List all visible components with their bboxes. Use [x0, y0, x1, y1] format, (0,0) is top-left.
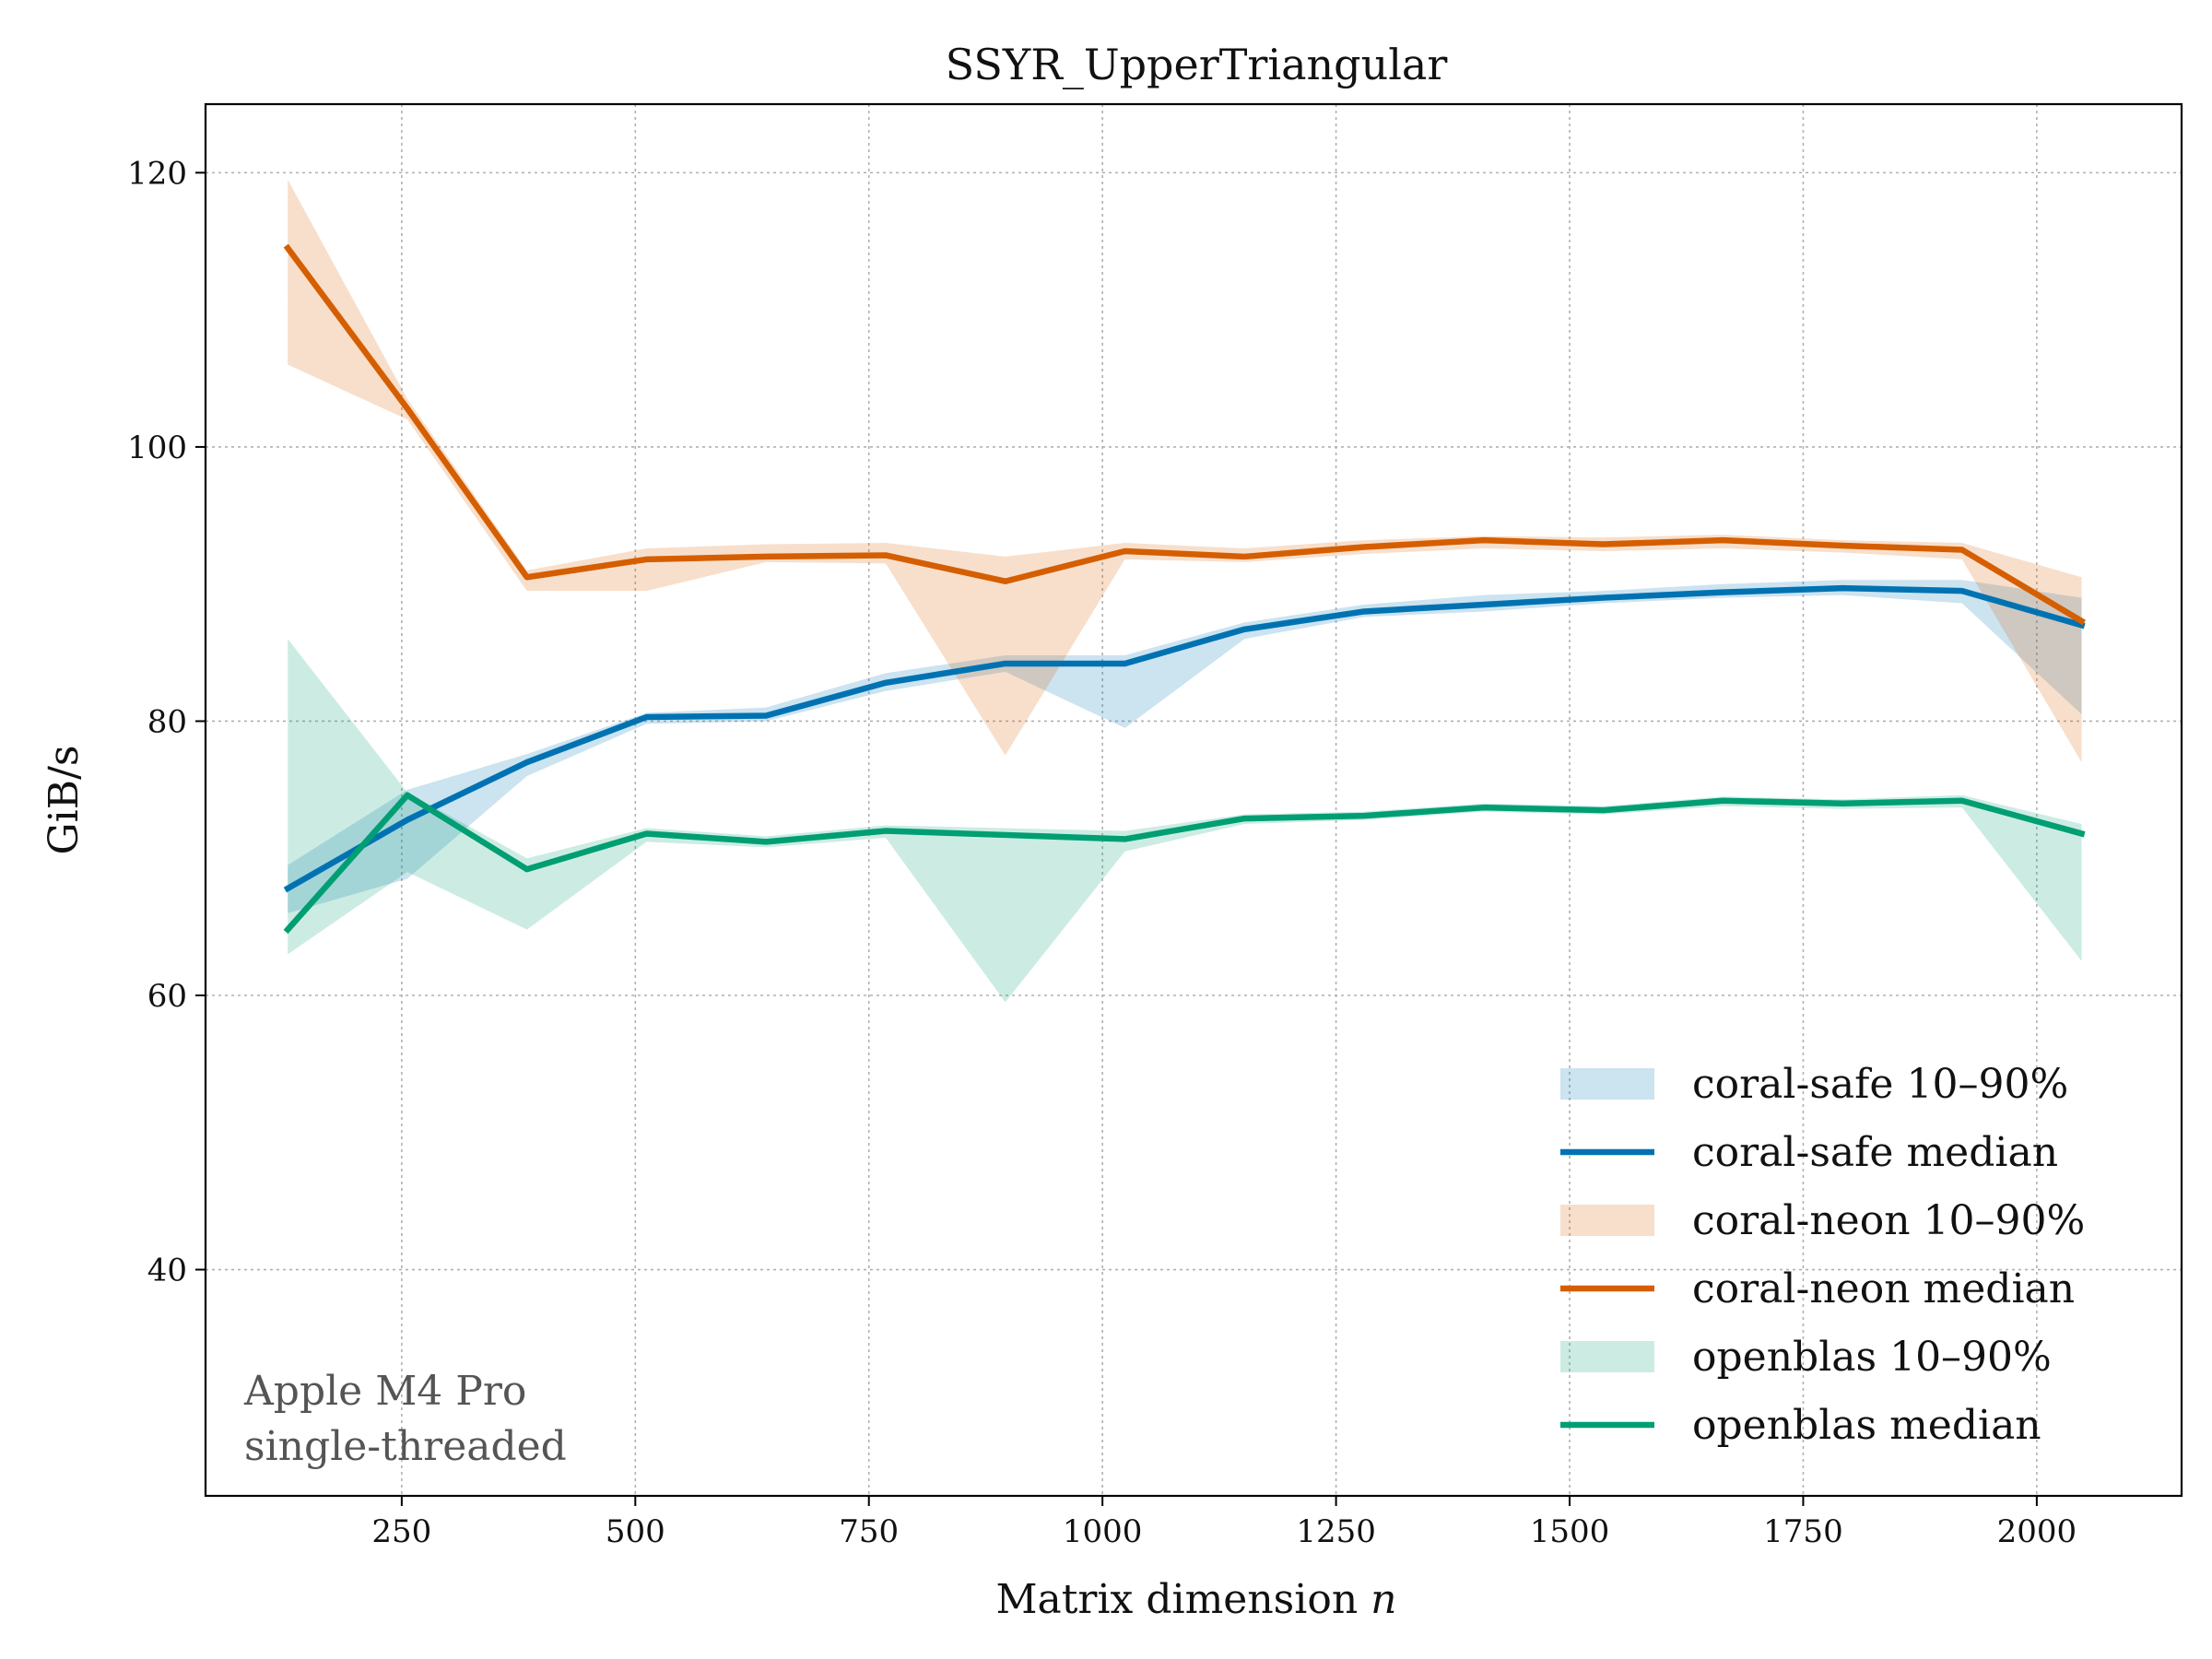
legend: coral-safe 10–90% coral-safe median coral-… [1560, 1061, 2085, 1449]
plot-frame [204, 102, 2183, 1498]
x-tick-label: 1750 [1763, 1513, 1843, 1550]
coral-neon-median-legend-label: coral-neon median [1692, 1265, 2075, 1312]
x-tick-label: 2000 [1997, 1513, 2077, 1550]
y-tick-label: 80 [147, 703, 187, 740]
x-tick-label: 1500 [1530, 1513, 1610, 1550]
x-tick-label: 250 [371, 1513, 431, 1550]
openblas-band-swatch [1560, 1341, 1654, 1372]
coral-safe-median-legend-label: coral-safe median [1692, 1129, 2058, 1176]
y-tick-label: 120 [127, 155, 187, 192]
x-axis: 250 500 750 1000 1250 1500 1750 2000 [371, 1496, 2077, 1550]
annotation-line-1: Apple M4 Pro [243, 1368, 526, 1415]
series-lines [283, 243, 2086, 935]
x-tick-label: 750 [839, 1513, 899, 1550]
coral-safe-band-legend-label: coral-safe 10–90% [1692, 1061, 2068, 1108]
x-axis-label: Matrix dimension n [995, 1576, 1396, 1623]
coral-safe-band-swatch [1560, 1068, 1654, 1100]
x-axis-label-text: Matrix dimension [995, 1576, 1358, 1623]
x-tick-label: 1250 [1296, 1513, 1376, 1550]
openblas-band-legend-label: openblas 10–90% [1692, 1334, 2052, 1381]
x-tick-label: 500 [606, 1513, 665, 1550]
x-axis-label-variable: n [1371, 1576, 1396, 1623]
openblas-median-line [283, 792, 2086, 935]
y-axis-label: GiB/s [41, 746, 88, 855]
y-tick-label: 60 [147, 978, 187, 1015]
openblas-median-legend-label: openblas median [1692, 1402, 2041, 1449]
coral-neon-median-line [283, 243, 2086, 626]
y-tick-label: 100 [127, 429, 187, 466]
coral-neon-band-swatch [1560, 1205, 1654, 1236]
chart-title: SSYR_UpperTriangular [946, 40, 1448, 89]
grid [206, 104, 2182, 1496]
coral-neon-band-legend-label: coral-neon 10–90% [1692, 1197, 2085, 1244]
coral-safe-median-line [283, 584, 2086, 893]
y-tick-label: 40 [147, 1253, 187, 1289]
annotation-line-2: single-threaded [244, 1423, 567, 1470]
y-axis: 40 60 80 100 120 [127, 155, 206, 1289]
x-tick-label: 1000 [1063, 1513, 1143, 1550]
